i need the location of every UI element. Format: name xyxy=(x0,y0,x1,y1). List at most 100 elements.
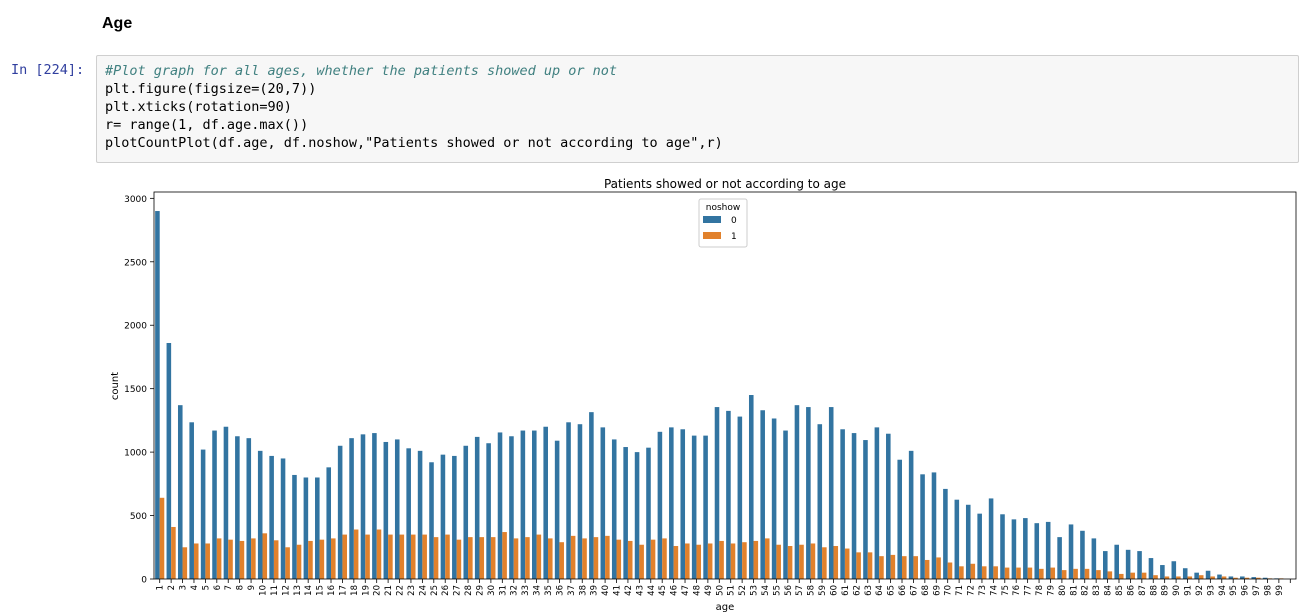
bar-noshow-0 xyxy=(691,435,697,579)
x-axis-label: age xyxy=(716,602,735,613)
bar-noshow-1 xyxy=(662,538,667,579)
bar-noshow-1 xyxy=(719,540,724,579)
y-tick-label: 3000 xyxy=(124,195,147,205)
x-tick-label: 86 xyxy=(1126,585,1136,596)
bar-noshow-1 xyxy=(673,546,679,579)
bar-noshow-1 xyxy=(331,538,336,579)
x-tick-label: 16 xyxy=(327,585,337,596)
bar-noshow-0 xyxy=(269,455,274,579)
bar-noshow-1 xyxy=(1256,577,1261,579)
bar-noshow-0 xyxy=(1217,574,1222,579)
bar-noshow-1 xyxy=(685,543,690,579)
bar-noshow-0 xyxy=(303,477,309,579)
bar-noshow-0 xyxy=(1080,530,1085,579)
bar-noshow-1 xyxy=(833,546,839,579)
x-tick-label: 26 xyxy=(441,585,451,596)
bar-noshow-0 xyxy=(223,426,229,579)
bar-noshow-0 xyxy=(429,462,434,579)
bar-noshow-1 xyxy=(193,543,199,579)
x-tick-label: 56 xyxy=(784,585,794,596)
bar-noshow-0 xyxy=(509,436,514,579)
x-tick-label: 47 xyxy=(681,585,691,596)
code-cell[interactable]: #Plot graph for all ages, whether the pa… xyxy=(96,55,1299,163)
bar-noshow-0 xyxy=(1240,576,1245,579)
plot-frame xyxy=(153,191,1297,580)
bar-noshow-1 xyxy=(1096,570,1101,579)
x-tick-label: 6 xyxy=(213,585,223,590)
x-tick-label: 53 xyxy=(750,585,760,596)
x-tick-label: 63 xyxy=(864,585,874,596)
x-tick-label: 33 xyxy=(521,585,531,596)
bar-noshow-1 xyxy=(433,537,439,579)
bar-noshow-1 xyxy=(513,538,519,579)
bar-noshow-0 xyxy=(1045,521,1051,579)
x-tick-label: 40 xyxy=(601,585,611,596)
bar-noshow-1 xyxy=(627,540,633,579)
bar-noshow-0 xyxy=(1228,576,1234,579)
bar-noshow-0 xyxy=(600,427,606,579)
bar-noshow-1 xyxy=(1004,567,1010,579)
bar-noshow-1 xyxy=(171,526,176,579)
bar-noshow-1 xyxy=(867,552,873,579)
x-tick-label: 89 xyxy=(1161,585,1171,596)
bar-noshow-1 xyxy=(1027,567,1033,579)
x-tick-label: 90 xyxy=(1172,585,1182,596)
x-tick-label: 94 xyxy=(1218,585,1228,596)
bar-noshow-0 xyxy=(235,436,240,579)
bar-noshow-1 xyxy=(902,556,907,579)
bar-noshow-1 xyxy=(216,538,222,579)
code-line-3: plt.xticks(rotation=90) xyxy=(105,99,292,115)
y-tick-label: 1500 xyxy=(124,385,147,395)
bar-noshow-0 xyxy=(623,447,628,579)
bar-noshow-1 xyxy=(1198,575,1204,579)
bar-noshow-0 xyxy=(851,433,857,579)
bar-noshow-1 xyxy=(1176,576,1181,579)
legend: noshow 0 1 xyxy=(698,198,748,248)
x-tick-label: 78 xyxy=(1035,585,1045,596)
x-tick-label: 9 xyxy=(247,585,257,590)
bar-noshow-1 xyxy=(159,497,165,579)
x-tick-label: 95 xyxy=(1229,585,1239,596)
bar-noshow-1 xyxy=(913,556,918,579)
x-tick-label: 14 xyxy=(304,585,314,596)
bar-noshow-0 xyxy=(315,477,320,579)
x-tick-label: 18 xyxy=(350,585,360,596)
bar-noshow-1 xyxy=(593,537,599,579)
x-tick-label: 57 xyxy=(795,585,805,596)
bar-noshow-0 xyxy=(886,433,891,579)
x-tick-label: 32 xyxy=(510,585,520,596)
x-tick-label: 12 xyxy=(281,585,291,596)
x-tick-label: 77 xyxy=(1024,585,1034,596)
x-tick-label: 83 xyxy=(1092,585,1102,596)
bar-noshow-0 xyxy=(714,407,720,579)
x-tick-label: 17 xyxy=(338,585,348,596)
y-tick-label: 500 xyxy=(130,512,147,522)
bar-noshow-1 xyxy=(479,537,485,579)
bar-noshow-0 xyxy=(1205,570,1211,579)
count-plot: Patients showed or not according to age … xyxy=(110,177,1297,613)
bar-noshow-1 xyxy=(262,533,268,579)
bar-noshow-1 xyxy=(799,544,804,579)
bar-noshow-1 xyxy=(353,529,359,579)
x-tick-label: 73 xyxy=(978,585,988,596)
bar-noshow-0 xyxy=(417,450,423,579)
bar-noshow-1 xyxy=(1244,577,1250,579)
bar-noshow-1 xyxy=(399,534,405,579)
code-editor[interactable]: #Plot graph for all ages, whether the pa… xyxy=(105,62,723,152)
bar-noshow-1 xyxy=(1050,567,1056,579)
bar-noshow-1 xyxy=(365,534,370,579)
bar-noshow-0 xyxy=(155,211,160,580)
bar-noshow-0 xyxy=(1057,537,1062,579)
x-tick-label: 75 xyxy=(1001,585,1011,596)
bar-noshow-1 xyxy=(1141,572,1147,579)
bar-noshow-0 xyxy=(1182,568,1188,579)
x-tick-label: 45 xyxy=(658,585,668,596)
bar-noshow-0 xyxy=(726,410,731,579)
x-tick-label: 51 xyxy=(727,585,737,596)
bar-noshow-1 xyxy=(1130,572,1135,579)
x-tick-label: 62 xyxy=(852,585,862,596)
bar-noshow-0 xyxy=(1148,558,1154,579)
bar-noshow-1 xyxy=(525,537,530,579)
x-tick-label: 29 xyxy=(475,585,485,596)
x-tick-label: 15 xyxy=(316,585,326,596)
